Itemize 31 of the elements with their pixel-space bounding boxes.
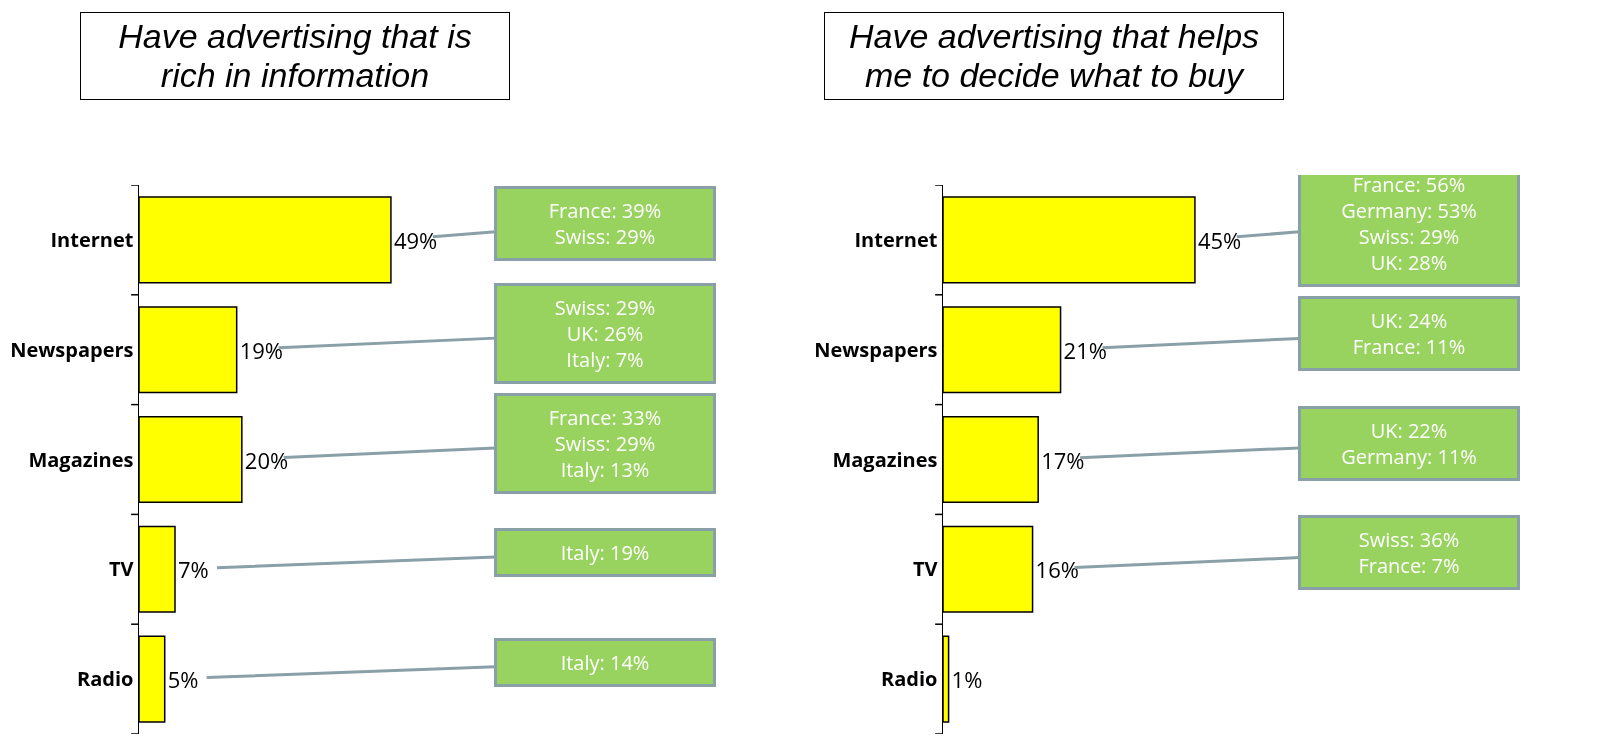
text: Italy: 14%: [560, 649, 650, 676]
data-label: 21%: [1063, 334, 1107, 365]
text: France: 33% Swiss: 29% Italy: 13%: [548, 404, 662, 483]
y-tick-label: Radio: [77, 665, 134, 693]
text: France: 56% Germany: 53% Swiss: 29% UK: 28%: [1341, 171, 1477, 276]
data-label: 19%: [239, 334, 284, 365]
data-label: 49%: [393, 224, 438, 255]
y-tick-label: Internet: [854, 225, 938, 253]
text: Swiss: 29% UK: 26% Italy: 7%: [554, 294, 656, 373]
data-label: 1%: [951, 664, 983, 695]
y-tick-label: Internet: [50, 225, 134, 253]
text: UK: 24% France: 11%: [1352, 307, 1466, 360]
y-tick-label: TV: [912, 555, 938, 583]
data-label: 17%: [1041, 444, 1085, 475]
data-label: 7%: [177, 554, 209, 585]
text: Italy: 19%: [560, 539, 650, 566]
data-label: 20%: [244, 444, 289, 475]
text: UK: 22% Germany: 11%: [1341, 417, 1477, 470]
y-tick-label: TV: [108, 555, 134, 583]
data-label: 5%: [167, 664, 199, 695]
y-tick-label: Radio: [881, 665, 938, 693]
data-label: 16%: [1035, 554, 1079, 585]
text: Swiss: 36% France: 7%: [1358, 526, 1460, 579]
text: France: 39% Swiss: 29%: [548, 197, 662, 250]
y-tick-label: Newspapers: [814, 335, 938, 363]
y-tick-label: Magazines: [28, 445, 134, 473]
y-tick-label: Newspapers: [10, 335, 134, 363]
data-label: 45%: [1197, 224, 1242, 255]
chart-title: Have advertising that helps me to decide what to buy: [824, 12, 1284, 101]
y-tick-label: Magazines: [832, 445, 938, 473]
chart-title: Have advertising that is rich in information: [80, 12, 510, 101]
